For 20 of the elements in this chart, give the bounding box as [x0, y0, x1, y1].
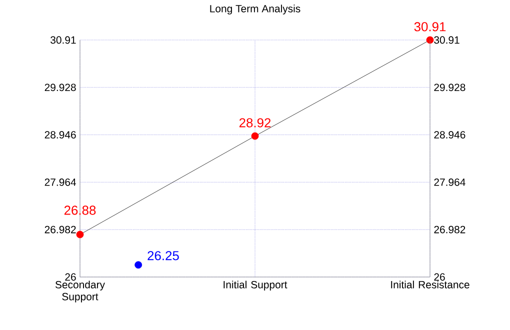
y-tick-label: 28.946 [44, 131, 76, 139]
y-tick-label: 30.91 [50, 36, 76, 44]
y-tick-label: 26.982 [44, 226, 76, 234]
y2-tick-label: 26 [434, 273, 445, 281]
y-tick-label: 26 [65, 273, 76, 281]
y2-tick-label: 27.964 [434, 178, 466, 186]
y-tick-label: 29.928 [44, 84, 76, 92]
y-tick-label: 27.964 [44, 178, 76, 186]
y2-tick-label: 26.982 [434, 226, 466, 234]
x-tick-label: Secondary Support [55, 280, 105, 302]
data-label: 26.25 [148, 251, 179, 260]
x-tick-label: Initial Resistance [391, 280, 470, 288]
y2-tick-label: 28.946 [434, 131, 466, 139]
y2-tick-label: 30.91 [434, 36, 460, 44]
data-label: 28.92 [239, 118, 271, 128]
data-label: 30.91 [414, 22, 446, 32]
chart-title: Long Term Analysis [210, 4, 300, 14]
data-label: 26.88 [64, 206, 96, 215]
y2-tick-label: 29.928 [434, 84, 466, 92]
x-tick-label: Initial Support [224, 280, 288, 290]
